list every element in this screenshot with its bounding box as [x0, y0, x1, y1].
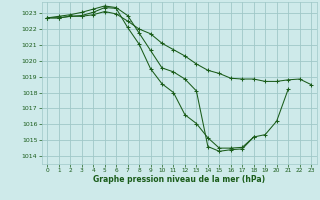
X-axis label: Graphe pression niveau de la mer (hPa): Graphe pression niveau de la mer (hPa) [93, 175, 265, 184]
